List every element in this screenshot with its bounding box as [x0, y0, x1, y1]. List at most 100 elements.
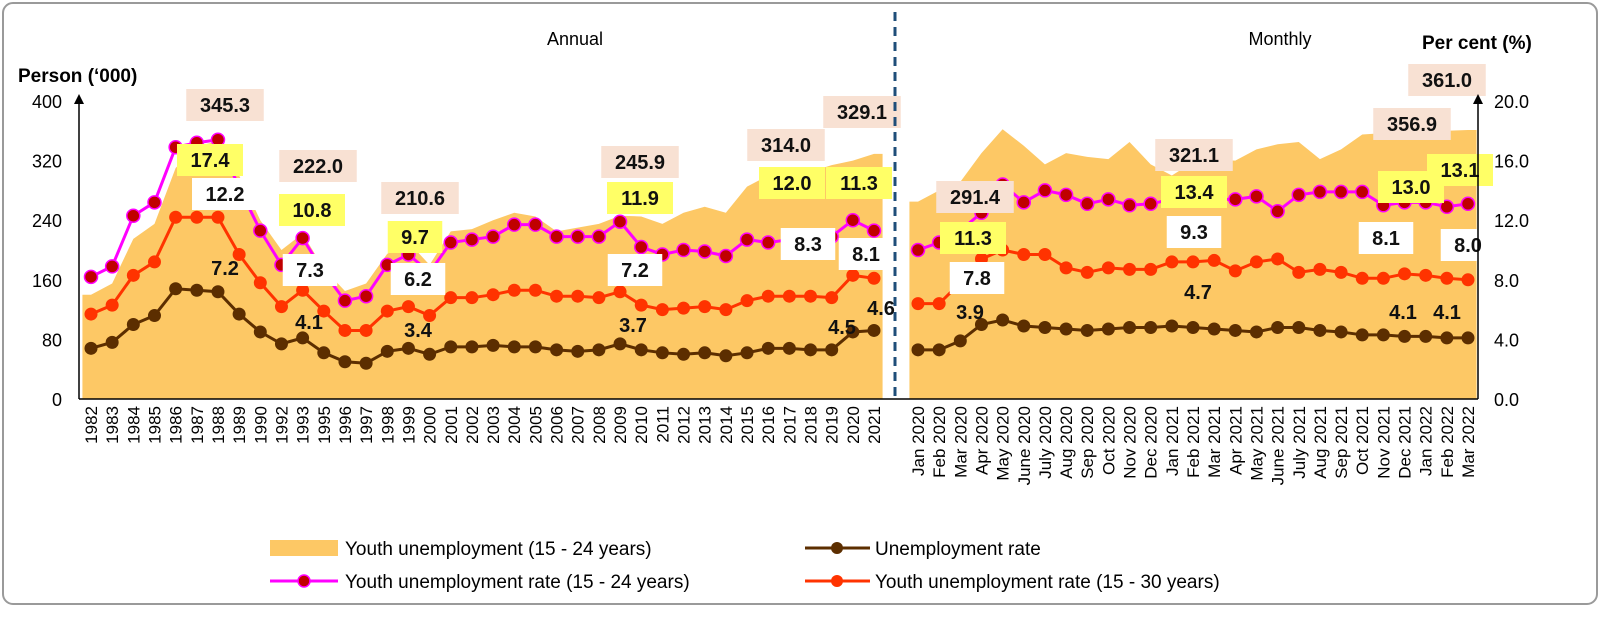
data-label: 7.2 [211, 258, 239, 280]
point-youth-rate-30-monthly [1461, 273, 1475, 287]
point-youth-rate-24-monthly [1270, 204, 1285, 219]
data-label-box [1373, 108, 1451, 140]
x-tick-label-annual: 1990 [251, 406, 270, 444]
x-tick-label-monthly: May 2021 [1247, 406, 1266, 481]
x-tick-label-annual: 2019 [823, 406, 842, 444]
x-tick-label-annual: 2013 [696, 406, 715, 444]
point-youth-rate-30-annual [528, 283, 542, 297]
x-tick-label-annual: 2011 [653, 406, 672, 443]
data-label: 9.7 [401, 227, 429, 249]
point-youth-rate-30-annual [274, 300, 288, 314]
point-unemployment-rate-monthly [1461, 331, 1475, 345]
x-tick-label-annual: 1995 [315, 406, 334, 444]
point-unemployment-rate-annual [211, 285, 225, 299]
point-youth-rate-24-monthly [1016, 195, 1032, 210]
x-tick-label-annual: 2010 [632, 406, 651, 444]
x-tick-label-annual: 1992 [272, 406, 291, 444]
point-unemployment-rate-monthly [1101, 322, 1115, 336]
point-unemployment-rate-annual [550, 343, 564, 357]
point-youth-rate-30-monthly [1271, 252, 1285, 266]
point-youth-rate-24-annual [760, 235, 776, 250]
point-youth-rate-30-monthly [1165, 255, 1179, 269]
x-tick-label-monthly: Mar 2020 [951, 406, 970, 478]
point-youth-rate-24-annual [485, 229, 501, 244]
x-tick-label-monthly: Apr 2021 [1226, 406, 1245, 475]
x-tick-label-annual: 1986 [167, 406, 186, 444]
x-tick-label-annual: 1989 [230, 406, 249, 444]
point-youth-rate-24-monthly [1143, 196, 1158, 212]
left-axis-tick-label: 240 [32, 211, 62, 231]
x-tick-label-annual: 2020 [844, 406, 863, 444]
point-youth-rate-30-monthly [1376, 271, 1390, 285]
point-unemployment-rate-annual [698, 346, 712, 360]
data-label: 4.1 [1389, 302, 1417, 324]
x-tick-label-monthly: Aug 2021 [1311, 406, 1330, 479]
x-tick-label-annual: 2001 [442, 406, 461, 444]
data-label: 8.1 [852, 244, 880, 266]
point-youth-rate-24-annual [506, 217, 522, 232]
point-unemployment-rate-monthly [996, 313, 1010, 327]
data-label-box [780, 228, 836, 260]
point-unemployment-rate-annual [253, 325, 267, 339]
point-unemployment-rate-annual [444, 340, 458, 354]
x-tick-label-annual: 2002 [463, 406, 482, 444]
point-youth-rate-24-annual [676, 242, 691, 258]
data-label: 4.1 [295, 312, 323, 334]
point-unemployment-rate-annual [401, 341, 415, 355]
data-label: 291.4 [950, 187, 1001, 209]
data-label-box [940, 222, 1006, 254]
x-tick-label-monthly: May 2020 [994, 406, 1013, 481]
point-youth-rate-24-annual [126, 208, 141, 223]
point-youth-rate-30-monthly [1144, 262, 1158, 276]
data-label: 329.1 [837, 102, 887, 124]
data-label: 356.9 [1387, 114, 1437, 136]
x-tick-label-annual: 2003 [484, 406, 503, 444]
point-youth-rate-30-monthly [1334, 265, 1348, 279]
panel-title-annual: Annual [547, 29, 603, 49]
point-unemployment-rate-annual [761, 341, 775, 355]
point-youth-rate-30-annual [698, 300, 712, 314]
x-tick-label-annual: 2017 [780, 406, 799, 444]
x-tick-label-annual: 2008 [590, 406, 609, 444]
data-label-box [177, 144, 243, 176]
data-label: 12.0 [773, 173, 812, 195]
x-tick-label-monthly: Jan 2021 [1163, 406, 1182, 476]
legend-label-youth-rate-24: Youth unemployment rate (15 - 24 years) [345, 572, 690, 593]
point-youth-rate-24-annual [612, 214, 628, 229]
data-label: 11.3 [954, 228, 992, 250]
data-label: 345.3 [200, 95, 250, 117]
x-tick-label-annual: 1993 [294, 406, 313, 444]
point-youth-rate-24-annual [104, 259, 120, 274]
data-label: 321.1 [1169, 145, 1219, 167]
point-youth-rate-30-annual [401, 300, 415, 314]
point-unemployment-rate-annual [677, 347, 691, 361]
point-youth-rate-30-annual [867, 271, 881, 285]
data-label: 11.3 [840, 173, 878, 195]
point-unemployment-rate-annual [84, 341, 98, 355]
data-label: 4.7 [1184, 282, 1212, 304]
legend-marker-youth-rate-30 [831, 575, 843, 587]
data-label-box [607, 182, 673, 214]
point-youth-rate-30-annual [655, 303, 669, 317]
point-unemployment-rate-monthly [1419, 329, 1433, 343]
point-youth-rate-30-monthly [1186, 255, 1200, 269]
x-tick-label-annual: 2006 [548, 406, 567, 444]
point-unemployment-rate-annual [804, 343, 818, 357]
right-axis-tick-label: 20.0 [1494, 92, 1529, 112]
point-youth-rate-24-annual [528, 217, 543, 232]
point-youth-rate-24-annual [549, 229, 564, 244]
point-youth-rate-30-annual [761, 289, 775, 303]
point-youth-rate-30-annual [317, 304, 331, 318]
point-youth-rate-30-annual [465, 291, 479, 305]
x-tick-label-annual: 2012 [675, 406, 694, 444]
point-youth-rate-30-monthly [1101, 261, 1115, 275]
point-unemployment-rate-monthly [1207, 322, 1221, 336]
point-youth-rate-24-annual [147, 195, 162, 210]
x-tick-label-monthly: Mar 2021 [1205, 406, 1224, 478]
data-label: 7.3 [296, 260, 324, 282]
data-label-box [949, 262, 1005, 294]
x-tick-label-monthly: Dec 2020 [1142, 406, 1161, 479]
x-tick-label-monthly: Nov 2020 [1121, 406, 1140, 479]
point-unemployment-rate-monthly [1376, 328, 1390, 342]
point-youth-rate-30-monthly [1398, 267, 1412, 281]
